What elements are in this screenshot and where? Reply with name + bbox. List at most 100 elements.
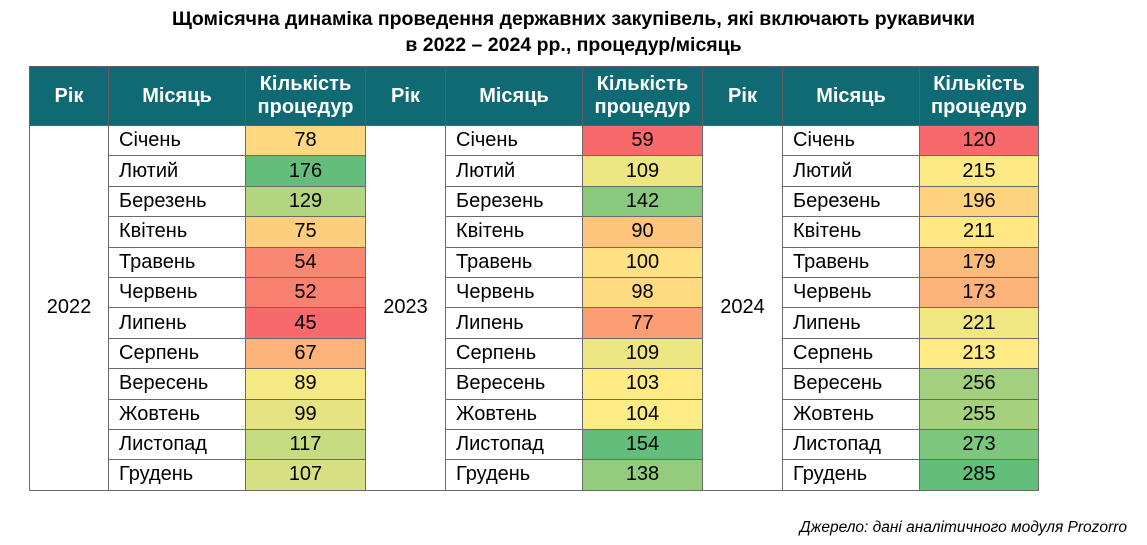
year-cell-2024: 2024 [702,125,783,491]
header-count-line2: процедур [594,96,691,118]
month-cell: Травень [445,246,583,278]
count-cell: 255 [919,398,1039,430]
table-body: 2022 Січень 78 2023 Січень 59 2024 Січень 120 Лют… [29,124,1039,491]
month-cell: Березень [445,185,583,218]
count-cell: 78 [245,124,366,157]
count-cell: 142 [582,185,703,218]
header-month-2023: Місяць [445,66,583,126]
count-cell: 109 [582,337,703,370]
month-cell: Березень [782,185,920,218]
count-cell: 221 [919,307,1039,339]
month-cell: Березень [108,185,246,218]
count-cell: 107 [245,459,366,491]
header-year-2023: Рік [365,66,446,126]
month-cell: Липень [782,307,920,339]
month-cell: Січень [445,124,583,157]
count-cell: 117 [245,428,366,461]
header-count-line1: Кількість [596,73,689,95]
header-month-2022: Місяць [108,66,246,126]
count-cell: 98 [582,276,703,309]
source-note: Джерело: дані аналітичного модуля Prozor… [799,519,1127,536]
count-cell: 211 [919,216,1039,248]
year-cell-2023: 2023 [365,125,446,491]
header-count-line1: Кількість [933,73,1025,95]
table-row: Червень 52 Червень 98 Червень 173 [30,276,1039,309]
month-cell: Вересень [108,368,246,400]
month-cell: Грудень [782,459,920,491]
count-cell: 52 [245,276,366,309]
month-cell: Травень [782,246,920,278]
count-cell: 179 [919,246,1039,278]
count-cell: 285 [919,459,1039,491]
count-cell: 176 [245,155,366,187]
procedures-table: Рік Місяць Кількість процедур Рік Місяць … [29,66,1039,491]
month-cell: Лютий [782,155,920,187]
chart-title-line-1: Щомісячна динаміка проведення державних … [172,8,975,30]
count-cell: 59 [582,124,703,157]
month-cell: Жовтень [445,398,583,430]
month-cell: Грудень [108,459,246,491]
month-cell: Січень [108,124,246,157]
table-row: Вересень 89 Вересень 103 Вересень 256 [30,368,1039,400]
header-year-2022: Рік [29,66,109,126]
count-cell: 54 [245,246,366,278]
count-cell: 109 [582,155,703,187]
table-row: Грудень 107 Грудень 138 Грудень 285 [30,459,1039,491]
table-row: Липень 45 Липень 77 Липень 221 [30,307,1039,339]
count-cell: 104 [582,398,703,430]
count-cell: 154 [582,428,703,461]
count-cell: 215 [919,155,1039,187]
month-cell: Червень [108,276,246,309]
table-row: Листопад 117 Листопад 154 Листопад 273 [30,428,1039,461]
count-cell: 77 [582,307,703,339]
month-cell: Липень [445,307,583,339]
month-cell: Лютий [108,155,246,187]
header-year-2024: Рік [702,66,783,126]
month-cell: Вересень [445,368,583,400]
table-row: Лютий 176 Лютий 109 Лютий 215 [30,155,1039,187]
table-row: Серпень 67 Серпень 109 Серпень 213 [30,337,1039,370]
header-count-line1: Кількість [259,73,352,95]
month-cell: Травень [108,246,246,278]
count-cell: 45 [245,307,366,339]
month-cell: Лютий [445,155,583,187]
count-cell: 89 [245,368,366,400]
count-cell: 90 [582,216,703,248]
month-cell: Вересень [782,368,920,400]
month-cell: Серпень [445,337,583,370]
month-cell: Червень [782,276,920,309]
month-cell: Квітень [108,216,246,248]
table-row: Квітень 75 Квітень 90 Квітень 211 [30,216,1039,248]
month-cell: Січень [782,124,920,157]
month-cell: Квітень [782,216,920,248]
header-count-line2: процедур [931,96,1027,118]
header-count-2022: Кількість процедур [245,66,366,126]
count-cell: 120 [919,124,1039,157]
month-cell: Листопад [108,428,246,461]
header-count-2023: Кількість процедур [582,66,703,126]
count-cell: 196 [919,185,1039,218]
chart-title-line-2: в 2022 – 2024 рр., процедур/місяць [405,34,742,56]
month-cell: Грудень [445,459,583,491]
month-cell: Серпень [782,337,920,370]
month-cell: Червень [445,276,583,309]
count-cell: 129 [245,185,366,218]
month-cell: Жовтень [108,398,246,430]
count-cell: 100 [582,246,703,278]
month-cell: Жовтень [782,398,920,430]
month-cell: Липень [108,307,246,339]
table-row: 2022 Січень 78 2023 Січень 59 2024 Січень 120 [29,124,1039,491]
count-cell: 173 [919,276,1039,309]
month-cell: Листопад [445,428,583,461]
table-row: Жовтень 99 Жовтень 104 Жовтень 255 [30,398,1039,430]
count-cell: 75 [245,216,366,248]
month-cell: Листопад [782,428,920,461]
header-row: Рік Місяць Кількість процедур Рік Місяць … [29,66,1039,126]
table-row: Березень 129 Березень 142 Березень 196 [30,185,1039,218]
count-cell: 273 [919,428,1039,461]
year-cell-2022: 2022 [29,125,109,491]
header-count-line2: процедур [257,96,354,118]
count-cell: 256 [919,368,1039,400]
count-cell: 213 [919,337,1039,370]
count-cell: 67 [245,337,366,370]
